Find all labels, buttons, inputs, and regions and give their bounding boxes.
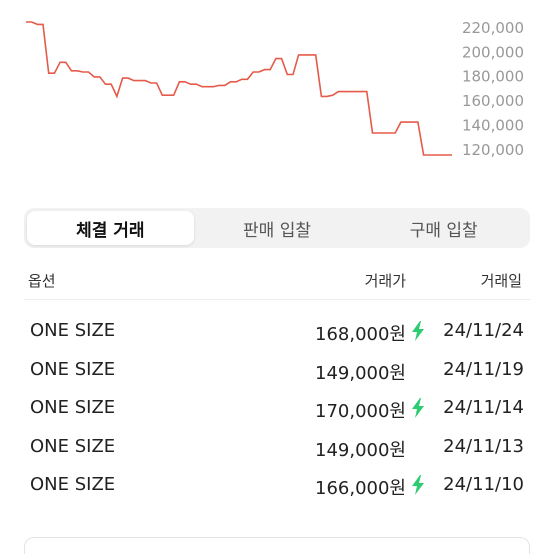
row-price: 170,000원: [315, 401, 406, 422]
price-line: [26, 21, 452, 156]
price-chart-svg: 220,000 200,000 180,000 160,000 140,000 120,0…: [26, 19, 524, 159]
lightning-bolt-icon: [412, 321, 424, 341]
table-row: ONE SIZE 166,000원 24/11/10: [24, 466, 530, 505]
row-date: 24/11/24: [443, 320, 524, 341]
bottom-card: [24, 537, 530, 554]
row-option: ONE SIZE: [30, 320, 116, 341]
table-row: ONE SIZE 168,000원 24/11/24: [24, 312, 530, 351]
table-row: ONE SIZE 149,000원 24/11/13: [24, 428, 530, 467]
row-price: 166,000원: [315, 478, 406, 499]
y-tick-label: 120,000: [462, 141, 524, 159]
row-price: 168,000원: [315, 324, 406, 345]
trade-list: ONE SIZE 168,000원 24/11/24 ONE SIZE 149,…: [24, 312, 530, 505]
y-tick-label: 160,000: [462, 92, 524, 110]
row-option: ONE SIZE: [30, 358, 116, 380]
table-row: ONE SIZE 170,000원 24/11/14: [24, 389, 530, 428]
header-date: 거래일: [480, 272, 522, 290]
y-tick-label: 200,000: [462, 43, 524, 61]
row-date: 24/11/19: [443, 358, 524, 380]
lightning-bolt-icon: [412, 475, 424, 495]
row-option: ONE SIZE: [30, 435, 116, 457]
lightning-bolt-icon: [412, 398, 424, 418]
table-row: ONE SIZE 149,000원 24/11/19: [24, 351, 530, 390]
y-tick-label: 180,000: [462, 68, 524, 86]
trade-tabs: 체결 거래 판매 입찰 구매 입찰: [24, 208, 530, 248]
row-option: ONE SIZE: [30, 397, 116, 418]
price-chart: 220,000 200,000 180,000 160,000 140,000 120,0…: [0, 0, 554, 180]
tab-sell-bids[interactable]: 판매 입찰: [243, 220, 311, 241]
tab-completed-trades[interactable]: 체결 거래: [27, 211, 194, 245]
row-date: 24/11/14: [443, 397, 524, 418]
table-header: 옵션 거래가 거래일: [24, 266, 530, 300]
y-tick-label: 140,000: [462, 116, 524, 134]
y-tick-label: 220,000: [462, 19, 524, 37]
row-option: ONE SIZE: [30, 474, 116, 495]
tab-buy-bids[interactable]: 구매 입찰: [409, 220, 478, 241]
header-option: 옵션: [28, 272, 56, 290]
header-price: 거래가: [364, 272, 406, 290]
row-price: 149,000원: [315, 439, 406, 461]
row-date: 24/11/10: [443, 474, 524, 495]
row-price: 149,000원: [315, 362, 406, 384]
row-date: 24/11/13: [443, 435, 524, 457]
